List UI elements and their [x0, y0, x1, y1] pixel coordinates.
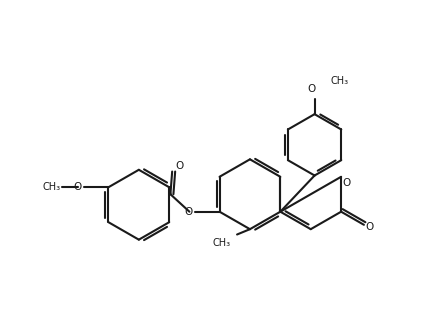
Text: O: O	[342, 178, 351, 188]
Text: O: O	[175, 161, 184, 171]
Text: O: O	[365, 222, 374, 232]
Text: O: O	[307, 84, 315, 94]
Text: O: O	[74, 182, 82, 192]
Text: CH₃: CH₃	[213, 238, 231, 248]
Text: CH₃: CH₃	[331, 76, 349, 86]
Text: CH₃: CH₃	[42, 182, 60, 192]
Text: O: O	[184, 207, 193, 217]
